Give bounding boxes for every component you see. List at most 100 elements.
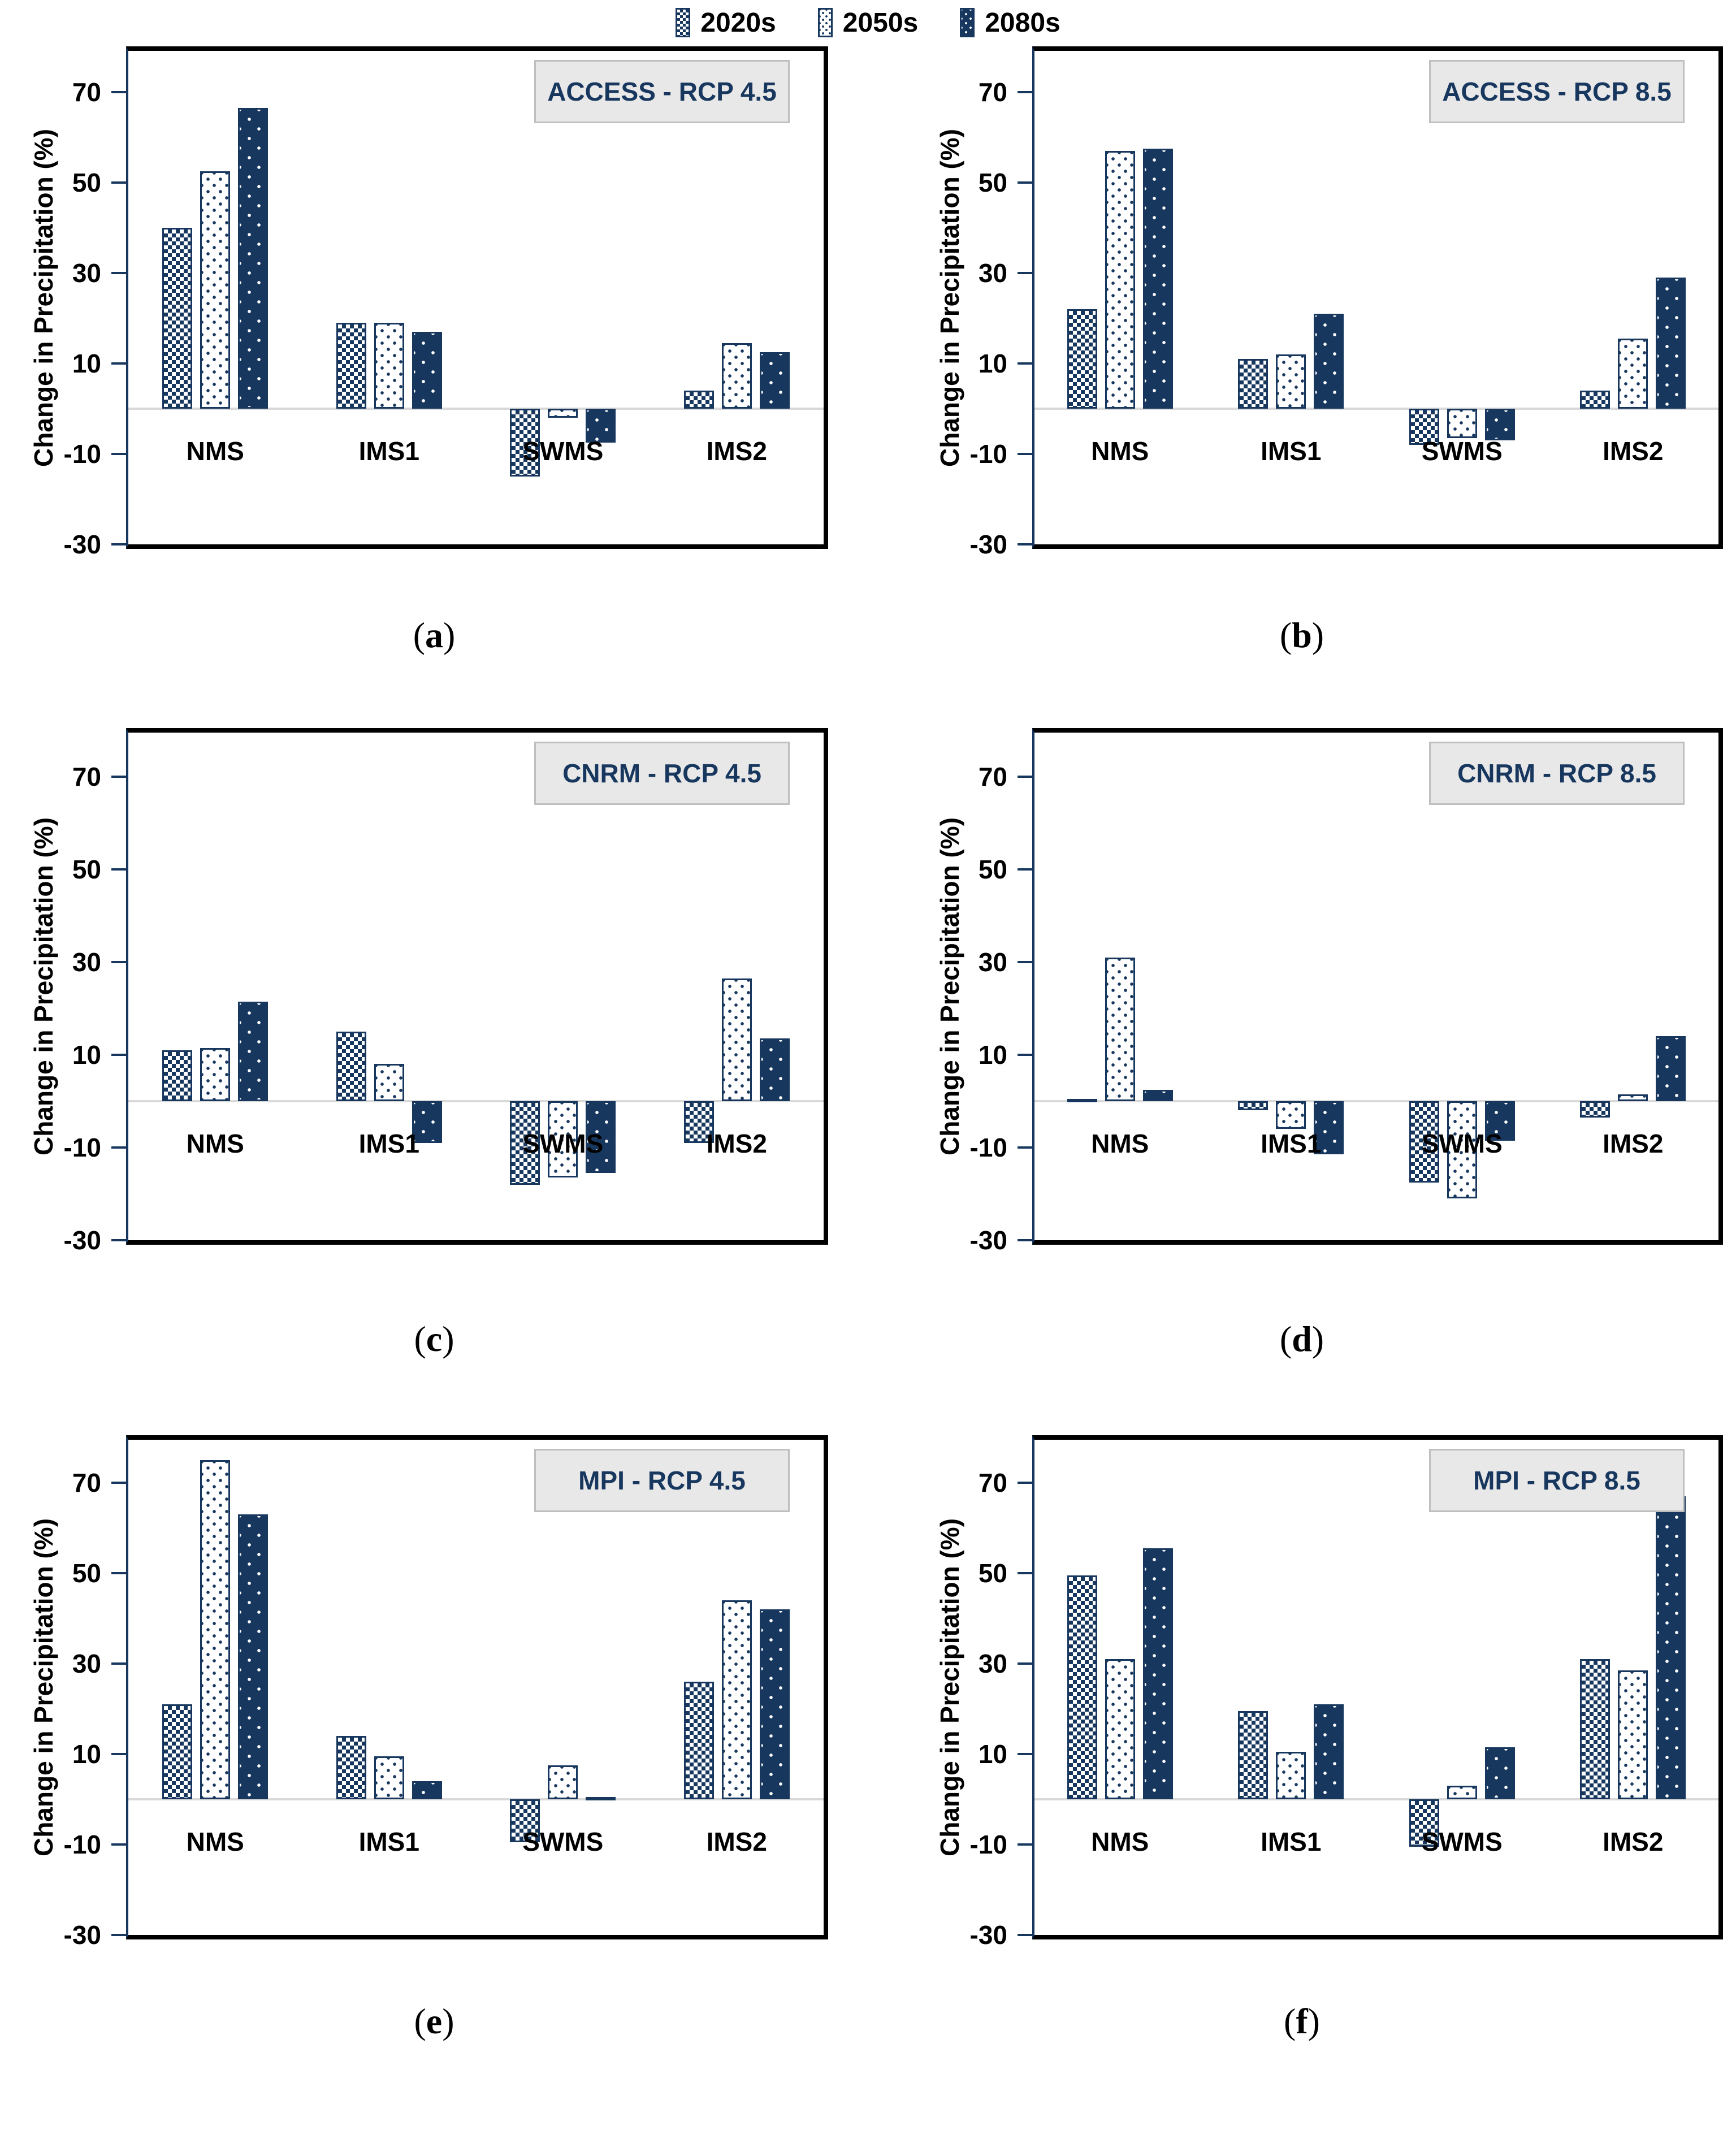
y-tick-label-e-70: 70 [72, 1468, 101, 1497]
y-tick-b-70 [1018, 91, 1034, 93]
y-axis-title-a: Change in Precipitation (%) [29, 128, 58, 467]
bar-d-IMS2-2080s [1656, 1036, 1686, 1101]
bar-c-NMS-2020s [162, 1050, 193, 1101]
y-tick-b--10 [1018, 453, 1034, 455]
y-axis-title-f: Change in Precipitation (%) [935, 1518, 964, 1857]
y-axis-title-c: Change in Precipitation (%) [29, 817, 58, 1156]
bar-d-NMS-2050s [1105, 957, 1135, 1101]
legend-item-2050s: 2050s [817, 7, 919, 38]
y-tick-label-f-50: 50 [978, 1558, 1007, 1588]
y-tick-f-30 [1018, 1662, 1034, 1665]
y-tick-label-c-70: 70 [72, 762, 101, 791]
bar-d-IMS2-2050s [1618, 1094, 1648, 1101]
bar-e-NMS-2050s [200, 1460, 231, 1799]
bar-a-NMS-2080s [238, 108, 269, 409]
y-tick-label-b-10: 10 [978, 349, 1007, 378]
bar-f-IMS2-2080s [1656, 1496, 1686, 1799]
bar-d-IMS1-2020s [1238, 1101, 1269, 1111]
bar-b-IMS2-2020s [1580, 391, 1611, 409]
bar-f-IMS1-2050s [1276, 1752, 1306, 1799]
y-tick-label-f--10: -10 [969, 1830, 1007, 1859]
bar-c-IMS1-2050s [374, 1064, 404, 1101]
bar-c-IMS1-2080s [412, 1101, 442, 1143]
panel-title-e: MPI - RCP 4.5 [534, 1449, 790, 1512]
y-tick-f-10 [1018, 1753, 1034, 1755]
y-tick-e-10 [111, 1753, 128, 1755]
legend-label-2050s: 2050s [842, 7, 919, 38]
bar-b-IMS2-2080s [1656, 278, 1686, 409]
plot-area-f [1032, 1435, 1723, 1939]
zero-gridline-d [1034, 1100, 1718, 1102]
y-tick-label-e-10: 10 [72, 1739, 101, 1769]
bar-f-IMS1-2080s [1314, 1704, 1344, 1799]
y-tick-e-50 [111, 1572, 128, 1574]
y-tick-d--30 [1018, 1239, 1034, 1241]
bar-c-SWMS-2080s [586, 1101, 616, 1174]
y-tick-e--30 [111, 1934, 128, 1936]
x-category-label-d-SWMS: SWMS [1421, 1129, 1503, 1158]
bar-e-IMS1-2020s [336, 1736, 366, 1799]
y-tick-c-10 [111, 1054, 128, 1056]
y-tick-d-10 [1018, 1054, 1034, 1056]
bar-d-SWMS-2050s [1447, 1101, 1477, 1199]
y-tick-c-30 [111, 961, 128, 963]
bar-e-NMS-2020s [162, 1704, 193, 1799]
bar-a-SWMS-2050s [548, 409, 578, 418]
y-tick-label-a-10: 10 [72, 349, 101, 378]
bar-b-SWMS-2050s [1447, 409, 1477, 438]
bar-e-SWMS-2020s [510, 1799, 540, 1842]
x-category-label-d-IMS1: IMS1 [1261, 1129, 1322, 1158]
bar-a-IMS1-2020s [336, 323, 366, 409]
x-category-label-d-NMS: NMS [1091, 1129, 1149, 1158]
x-category-label-e-IMS2: IMS2 [706, 1827, 767, 1856]
y-tick-b-10 [1018, 362, 1034, 365]
y-axis-title-e: Change in Precipitation (%) [29, 1518, 58, 1857]
bar-a-IMS1-2080s [412, 332, 442, 409]
y-tick-c--30 [111, 1239, 128, 1241]
legend-swatch-dark-dots-icon [960, 8, 975, 37]
bar-c-IMS1-2020s [336, 1032, 366, 1101]
bar-d-IMS1-2080s [1314, 1101, 1344, 1155]
x-category-label-f-NMS: NMS [1091, 1827, 1149, 1856]
y-tick-label-a-70: 70 [72, 77, 101, 107]
zero-gridline-a [128, 408, 824, 410]
x-category-label-f-IMS2: IMS2 [1603, 1827, 1664, 1856]
bar-a-SWMS-2020s [510, 409, 540, 477]
y-tick-label-d-10: 10 [978, 1040, 1007, 1070]
x-category-label-c-IMS2: IMS2 [706, 1129, 767, 1158]
zero-gridline-e [128, 1798, 824, 1800]
y-tick-d-70 [1018, 776, 1034, 778]
y-tick-c--10 [111, 1146, 128, 1149]
y-tick-f--30 [1018, 1934, 1034, 1936]
y-tick-label-a--30: -30 [63, 530, 101, 559]
panel-caption-a: (a) [413, 615, 456, 655]
bar-e-IMS1-2050s [374, 1756, 404, 1799]
bar-b-SWMS-2080s [1484, 409, 1515, 440]
y-tick-label-d-30: 30 [978, 947, 1007, 977]
bar-e-SWMS-2080s [586, 1797, 616, 1800]
y-tick-f--10 [1018, 1843, 1034, 1846]
legend-swatch-light-dots-icon [817, 8, 833, 37]
y-tick-label-b--10: -10 [969, 439, 1007, 469]
bar-f-NMS-2080s [1142, 1548, 1173, 1799]
bar-b-IMS1-2050s [1276, 354, 1306, 409]
y-tick-label-f--30: -30 [969, 1920, 1007, 1950]
bar-e-IMS2-2020s [683, 1682, 714, 1799]
x-category-label-f-IMS1: IMS1 [1261, 1827, 1322, 1856]
zero-gridline-b [1034, 408, 1718, 410]
x-category-label-a-NMS: NMS [186, 436, 244, 466]
bar-b-IMS1-2020s [1238, 359, 1269, 409]
y-tick-c-50 [111, 868, 128, 871]
panel-caption-b: (b) [1279, 615, 1324, 655]
bar-e-NMS-2080s [238, 1514, 269, 1799]
y-axis-title-d: Change in Precipitation (%) [935, 817, 964, 1156]
y-tick-label-e-50: 50 [72, 1558, 101, 1588]
y-tick-d-30 [1018, 961, 1034, 963]
plot-area-d [1032, 728, 1723, 1245]
bar-b-SWMS-2020s [1409, 409, 1439, 445]
bar-f-NMS-2020s [1067, 1575, 1097, 1799]
legend-label-2020s: 2020s [700, 7, 776, 38]
bar-f-IMS1-2020s [1238, 1711, 1269, 1799]
x-category-label-a-IMS1: IMS1 [358, 436, 419, 466]
